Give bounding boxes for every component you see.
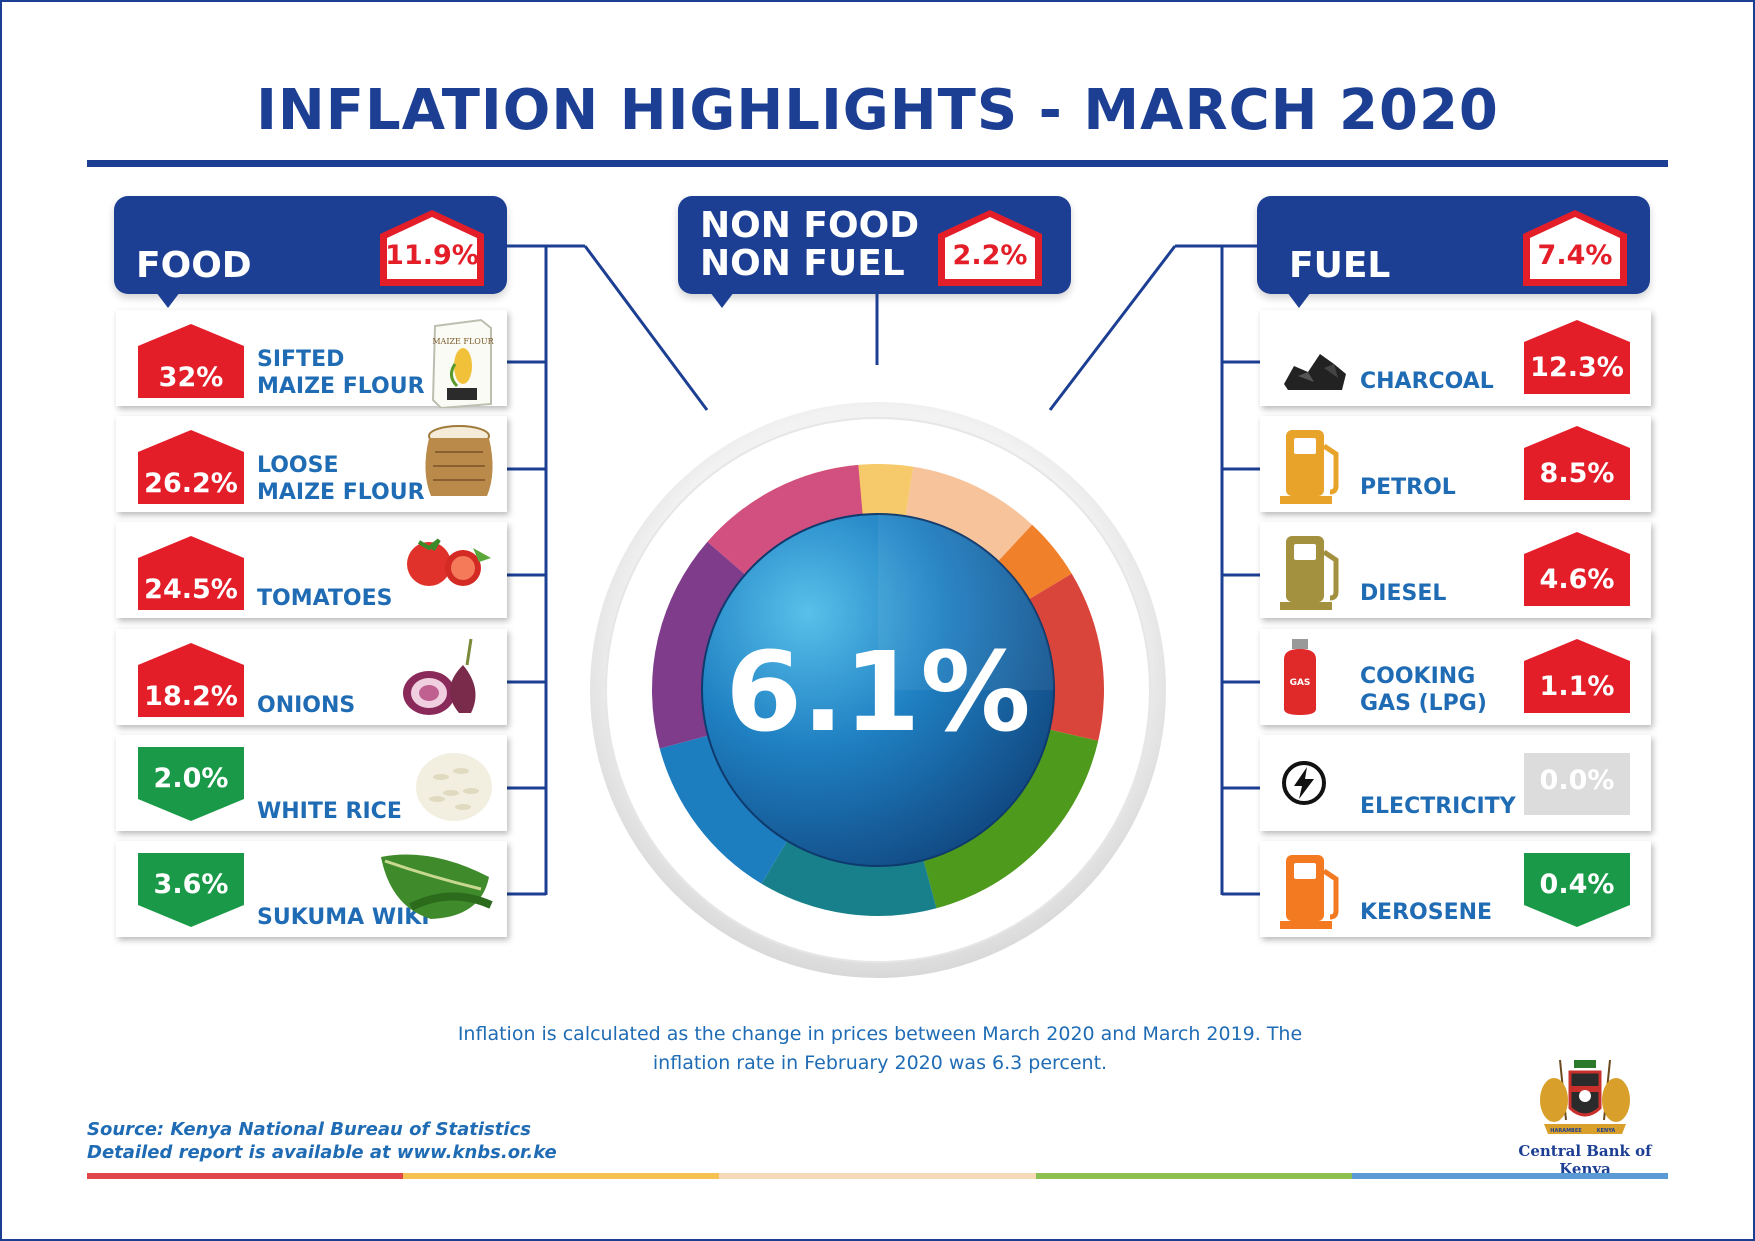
rice-icon xyxy=(411,741,497,831)
report-link[interactable]: Detailed report is available at www.knbs… xyxy=(87,1142,557,1163)
fuel-header-badge: 7.4% xyxy=(1521,208,1629,288)
fuel-pump-icon xyxy=(1280,532,1344,614)
methodology-note: Inflation is calculated as the change in… xyxy=(457,1023,1303,1074)
fuel-item-diesel: DIESEL 4.6% xyxy=(1260,522,1651,618)
sack-icon xyxy=(421,422,497,506)
food-header: FOOD 11.9% xyxy=(114,196,507,308)
fuel-item-kerosene: KEROSENE 0.4% xyxy=(1260,841,1651,937)
source-line: Source: Kenya National Bureau of Statist… xyxy=(87,1119,531,1140)
footer-color-stripe xyxy=(719,1173,1036,1179)
food-item-label-line2: MAIZE FLOUR xyxy=(257,374,425,399)
food-header-badge: 11.9% xyxy=(378,208,486,288)
non-food-header-badge: 2.2% xyxy=(936,208,1044,288)
fuel-item-label-line2: CHARCOAL xyxy=(1360,369,1494,394)
fuel-item-badge: 4.6% xyxy=(1524,532,1630,606)
food-item-value: 18.2% xyxy=(144,681,238,712)
fuel-item-value: 8.5% xyxy=(1539,458,1615,489)
footer-color-stripe xyxy=(87,1173,404,1179)
svg-text:MAIZE FLOUR: MAIZE FLOUR xyxy=(432,337,494,346)
food-item-onions: 18.2% ONIONS xyxy=(116,629,507,725)
food-item-loose-maize-flour: 26.2% LOOSE MAIZE FLOUR xyxy=(116,416,507,512)
food-item-badge: 2.0% xyxy=(138,747,244,821)
kenya-coat-of-arms-emblem: HARAMBEE KENYA xyxy=(1540,1059,1630,1134)
svg-text:GAS: GAS xyxy=(1290,678,1311,688)
donut-ring-segment xyxy=(901,466,1033,581)
fuel-item-badge: 12.3% xyxy=(1524,320,1630,394)
food-item-tomatoes: 24.5% TOMATOES xyxy=(116,522,507,618)
food-item-badge: 18.2% xyxy=(138,643,244,717)
fuel-header-label: FUEL xyxy=(1289,245,1391,286)
fuel-item-charcoal: CHARCOAL 12.3% xyxy=(1260,310,1651,406)
footer-color-stripe xyxy=(403,1173,720,1179)
fuel-item-value: 12.3% xyxy=(1530,352,1624,383)
donut-ring-segment xyxy=(659,728,801,884)
food-item-sifted-maize-flour: 32% SIFTED MAIZE FLOUR MAIZE FLOUR xyxy=(116,310,507,410)
food-item-badge: 32% xyxy=(138,324,244,398)
food-item-badge: 3.6% xyxy=(138,853,244,927)
tomato-icon xyxy=(401,528,497,598)
food-item-value: 32% xyxy=(158,362,224,393)
page-title: INFLATION HIGHLIGHTS - MARCH 2020 xyxy=(256,78,1499,143)
food-header-label: FOOD xyxy=(136,245,252,286)
fuel-item-value: 4.6% xyxy=(1539,564,1615,595)
fuel-item-petrol: PETROL 8.5% xyxy=(1260,416,1651,512)
food-item-sukuma-wiki: 3.6% SUKUMA WIKI xyxy=(116,841,507,937)
food-item-label-line2: MAIZE FLOUR xyxy=(257,480,425,505)
donut-ring-segment xyxy=(707,464,865,592)
food-item-value: 24.5% xyxy=(144,574,238,605)
food-item-badge: 26.2% xyxy=(138,430,244,504)
lightning-bolt-icon xyxy=(1280,759,1328,811)
fuel-header-value: 7.4% xyxy=(1537,240,1613,271)
food-item-label-line2: ONIONS xyxy=(257,693,356,718)
source-text: Source: Kenya National Bureau of Statist… xyxy=(87,1118,557,1164)
fuel-pump-icon xyxy=(1280,851,1344,933)
fuel-item-label-line2: PETROL xyxy=(1360,475,1456,500)
footer-color-stripe xyxy=(1351,1173,1668,1179)
fuel-item-label-line2: DIESEL xyxy=(1360,581,1447,606)
flour-bag-icon: MAIZE FLOUR xyxy=(427,316,497,412)
onion-icon xyxy=(401,635,497,725)
food-item-value: 3.6% xyxy=(153,869,229,900)
fuel-item-electricity: ELECTRICITY 0.0% xyxy=(1260,735,1651,831)
charcoal-icon xyxy=(1280,346,1350,398)
fuel-pump-icon xyxy=(1280,426,1344,508)
footer-color-stripe xyxy=(1035,1173,1352,1179)
emblem-motto-right: KENYA xyxy=(1597,1128,1616,1134)
food-item-label-line1: LOOSE xyxy=(257,453,339,478)
fuel-item-badge: 0.0% xyxy=(1524,745,1630,819)
gas-cylinder-icon: GAS xyxy=(1280,639,1320,721)
non-food-header-value: 2.2% xyxy=(952,240,1028,271)
overall-inflation-donut: 6.1% xyxy=(590,402,1166,978)
food-item-value: 2.0% xyxy=(153,763,229,794)
food-item-white-rice: 2.0% WHITE RICE xyxy=(116,735,507,831)
food-item-label-line2: WHITE RICE xyxy=(257,799,402,824)
donut-ring-segment xyxy=(916,723,1099,909)
fuel-header: FUEL 7.4% xyxy=(1257,196,1650,308)
overall-inflation-value: 6.1% xyxy=(725,628,1030,756)
fuel-item-label-line2: ELECTRICITY xyxy=(1360,794,1516,819)
fuel-item-label-line1: COOKING xyxy=(1360,664,1476,689)
non-food-label-line1: NON FOOD xyxy=(700,205,920,246)
fuel-item-badge: 0.4% xyxy=(1524,853,1630,927)
non-food-header: NON FOOD NON FUEL 2.2% xyxy=(678,196,1071,308)
food-item-label-line2: SUKUMA WIKI xyxy=(257,905,430,930)
food-item-badge: 24.5% xyxy=(138,536,244,610)
emblem-motto-left: HARAMBEE xyxy=(1550,1128,1582,1134)
fuel-item-value: 0.4% xyxy=(1539,869,1615,900)
food-item-value: 26.2% xyxy=(144,468,238,499)
fuel-item-value: 0.0% xyxy=(1539,765,1615,796)
fuel-item-badge: 8.5% xyxy=(1524,426,1630,500)
fuel-item-label-line2: GAS (LPG) xyxy=(1360,691,1487,716)
fuel-item-badge: 1.1% xyxy=(1524,639,1630,713)
fuel-item-cooking-gas-lpg: GAS COOKING GAS (LPG) 1.1% xyxy=(1260,629,1651,725)
leafy-greens-icon xyxy=(371,847,497,927)
food-item-label-line1: SIFTED xyxy=(257,347,345,372)
non-food-label-line2: NON FUEL xyxy=(700,243,905,284)
title-divider xyxy=(87,160,1668,167)
fuel-item-value: 1.1% xyxy=(1539,671,1615,702)
food-item-label-line2: TOMATOES xyxy=(257,586,393,611)
food-header-value: 11.9% xyxy=(385,240,479,271)
fuel-item-label-line2: KEROSENE xyxy=(1360,900,1493,925)
